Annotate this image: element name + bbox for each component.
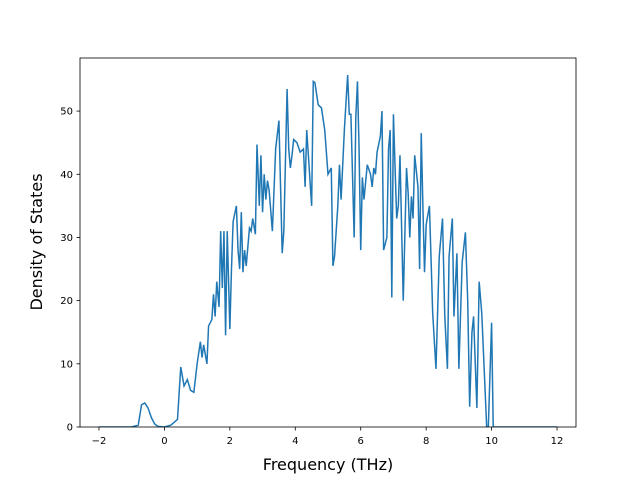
y-tick-label: 40 [60, 170, 73, 181]
y-axis-label: Density of States [27, 173, 46, 310]
y-tick-label: 0 [67, 423, 73, 434]
x-tick-label: −2 [92, 436, 107, 447]
x-tick-label: 10 [485, 436, 498, 447]
x-tick-label: 8 [423, 436, 429, 447]
x-tick-label: 4 [292, 436, 298, 447]
y-tick-label: 20 [60, 296, 73, 307]
x-axis-label: Frequency (THz) [263, 455, 393, 474]
x-tick-label: 0 [161, 436, 167, 447]
y-tick-label: 30 [60, 233, 73, 244]
x-tick-label: 6 [358, 436, 364, 447]
x-tick-label: 2 [227, 436, 233, 447]
y-tick-label: 10 [60, 359, 73, 370]
dos-line [98, 75, 558, 427]
y-tick-label: 50 [60, 107, 73, 118]
x-tick-label: 12 [551, 436, 564, 447]
plot-frame [79, 57, 577, 428]
